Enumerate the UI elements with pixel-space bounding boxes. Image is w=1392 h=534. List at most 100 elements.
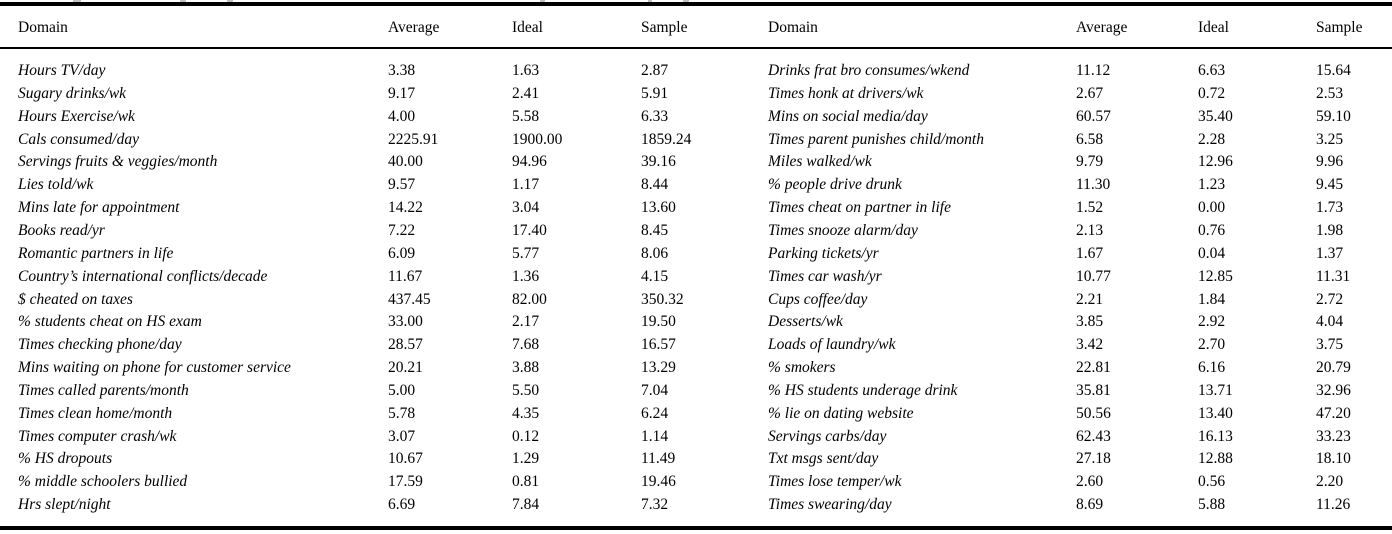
average-cell: 11.30 (1076, 176, 1111, 194)
average-cell: 5.78 (388, 404, 416, 422)
table-top-rule (0, 2, 1392, 6)
domain-cell: % HS dropouts (18, 450, 113, 468)
sample-cell: 3.25 (1316, 130, 1344, 148)
table-row: Miles walked/wk 9.79 12.96 9.96 (0, 150, 1392, 173)
domain-cell: % HS students underage drink (768, 381, 958, 399)
sample-cell: 8.06 (641, 244, 669, 262)
ideal-cell: 1.84 (1198, 290, 1226, 308)
average-cell: 22.81 (1076, 359, 1111, 377)
ideal-cell: 4.35 (512, 404, 540, 422)
sample-cell: 19.50 (641, 313, 676, 331)
ideal-cell: 13.71 (1198, 381, 1233, 399)
sample-cell: 1859.24 (641, 130, 692, 148)
sample-cell: 6.24 (641, 404, 669, 422)
domain-cell: Servings carbs/day (768, 427, 887, 445)
ideal-cell: 13.40 (1198, 404, 1233, 422)
ideal-cell: 1.17 (512, 176, 540, 194)
ideal-cell: 2.17 (512, 313, 540, 331)
average-cell: 10.77 (1076, 267, 1111, 285)
table-row: Hours TV/day 3.38 1.63 2.87 (0, 59, 1392, 82)
average-cell: 437.45 (388, 290, 431, 308)
domain-cell: Servings fruits & veggies/month (18, 153, 218, 171)
average-cell: 62.43 (1076, 427, 1111, 445)
sample-cell: 2.20 (1316, 473, 1344, 491)
table-row: Mins late for appointment 14.22 3.04 13.60 (0, 196, 1392, 219)
average-cell: 1.52 (1076, 199, 1104, 217)
sample-cell: 16.57 (641, 336, 676, 354)
sample-cell: 59.10 (1316, 107, 1351, 125)
table-row: % students cheat on HS exam 33.00 2.17 19.5… (0, 310, 1392, 333)
domain-cell: % lie on dating website (768, 404, 914, 422)
sample-cell: 11.26 (1316, 496, 1351, 514)
table-row: Parking tickets/yr 1.67 0.04 1.37 (0, 242, 1392, 265)
table-row: % HS dropouts 10.67 1.29 11.49 (0, 447, 1392, 470)
domain-cell: Sugary drinks/wk (18, 84, 127, 102)
table-row: Cals consumed/day 2225.91 1900.00 1859.24 (0, 128, 1392, 151)
domain-cell: Mins late for appointment (18, 199, 180, 217)
sample-cell: 9.96 (1316, 153, 1344, 171)
table-row: Mins waiting on phone for customer servi… (0, 356, 1392, 379)
ideal-cell: 16.13 (1198, 427, 1233, 445)
domain-cell: Parking tickets/yr (768, 244, 879, 262)
table-row: Times parent punishes child/month 6.58 2.2… (0, 128, 1392, 151)
average-cell: 3.07 (388, 427, 416, 445)
domain-cell: Times car wash/yr (768, 267, 882, 285)
sample-cell: 32.96 (1316, 381, 1351, 399)
domain-cell: Times checking phone/day (18, 336, 182, 354)
average-cell: 6.09 (388, 244, 416, 262)
average-cell: 20.21 (388, 359, 423, 377)
sample-cell: 33.23 (1316, 427, 1351, 445)
ideal-cell: 1.36 (512, 267, 540, 285)
domain-cell: Hrs slept/night (18, 496, 111, 514)
table-row: Times car wash/yr 10.77 12.85 11.31 (0, 265, 1392, 288)
domain-cell: Times parent punishes child/month (768, 130, 984, 148)
ideal-cell: 2.92 (1198, 313, 1226, 331)
average-cell: 9.57 (388, 176, 416, 194)
sample-cell: 8.45 (641, 221, 669, 239)
domain-cell: Country’s international conflicts/decade (18, 267, 268, 285)
ideal-cell: 0.56 (1198, 473, 1226, 491)
domain-cell: Txt msgs sent/day (768, 450, 879, 468)
table-row: Desserts/wk 3.85 2.92 4.04 (0, 310, 1392, 333)
sample-cell: 2.72 (1316, 290, 1344, 308)
average-cell: 11.67 (388, 267, 423, 285)
domain-cell: % people drive drunk (768, 176, 902, 194)
sample-cell: 9.45 (1316, 176, 1344, 194)
average-cell: 17.59 (388, 473, 423, 491)
column-header-average: Average (388, 19, 440, 36)
sample-cell: 8.44 (641, 176, 669, 194)
table-row: Servings carbs/day 62.43 16.13 33.23 (0, 425, 1392, 448)
domain-cell: % smokers (768, 359, 836, 377)
average-cell: 3.42 (1076, 336, 1104, 354)
ideal-cell: 17.40 (512, 221, 547, 239)
sample-cell: 11.31 (1316, 267, 1351, 285)
sample-cell: 19.46 (641, 473, 676, 491)
ideal-cell: 12.85 (1198, 267, 1233, 285)
ideal-cell: 12.96 (1198, 153, 1233, 171)
table-row: Hours Exercise/wk 4.00 5.58 6.33 (0, 105, 1392, 128)
domain-cell: Drinks frat bro consumes/wkend (768, 62, 970, 79)
average-cell: 9.17 (388, 84, 416, 102)
domain-cell: Miles walked/wk (768, 153, 872, 171)
domain-cell: Times called parents/month (18, 381, 189, 399)
domain-cell: Times honk at drivers/wk (768, 84, 924, 102)
average-cell: 3.38 (388, 62, 416, 79)
table-row: $ cheated on taxes 437.45 82.00 350.32 (0, 288, 1392, 311)
column-header-domain: Domain (768, 19, 818, 36)
domain-cell: Romantic partners in life (18, 244, 174, 262)
average-cell: 33.00 (388, 313, 423, 331)
sample-cell: 1.14 (641, 427, 669, 445)
table-row: Times cheat on partner in life 1.52 0.00 1.… (0, 196, 1392, 219)
sample-cell: 13.29 (641, 359, 676, 377)
ideal-cell: 2.41 (512, 84, 540, 102)
ideal-cell: 3.88 (512, 359, 540, 377)
ideal-cell: 7.84 (512, 496, 540, 514)
ideal-cell: 0.12 (512, 427, 540, 445)
average-cell: 6.58 (1076, 130, 1104, 148)
ideal-cell: 1.23 (1198, 176, 1226, 194)
table-row: Romantic partners in life 6.09 5.77 8.06 (0, 242, 1392, 265)
table-row: Loads of laundry/wk 3.42 2.70 3.75 (0, 333, 1392, 356)
table-row: % lie on dating website 50.56 13.40 47.20 (0, 402, 1392, 425)
cropped-caption-fragment (648, 0, 652, 2)
sample-cell: 47.20 (1316, 404, 1351, 422)
